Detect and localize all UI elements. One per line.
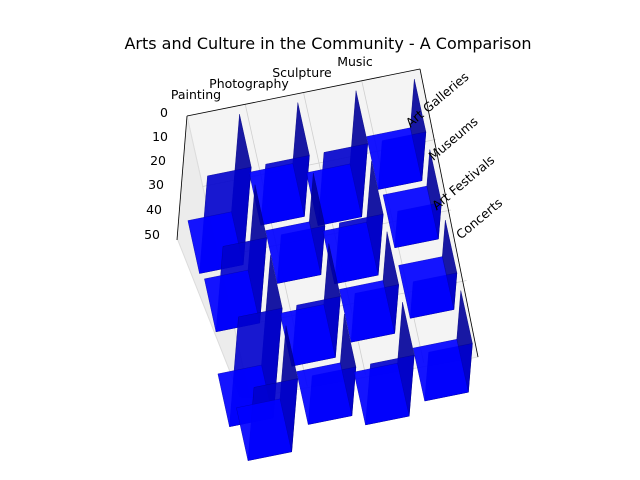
bar-music-museums (382, 149, 442, 249)
bar-sculpture-museums (322, 161, 384, 285)
bar-photography-museums (265, 172, 326, 284)
x-axis-line (186, 68, 421, 117)
y-tick-label-concerts: Concerts (453, 195, 505, 242)
bar-music-concerts (412, 290, 473, 402)
bar-top-face (296, 362, 353, 425)
bar-top-face (265, 221, 322, 284)
bar-top-face (236, 398, 292, 461)
bars-layer (187, 78, 473, 461)
bar-photography-art-galleries (248, 102, 310, 226)
bar-music-art-galleries (366, 78, 427, 190)
z-tick-label-20: 20 (150, 153, 166, 168)
chart-title: Arts and Culture in the Community - A Co… (124, 34, 531, 53)
x-tick-label-sculpture: Sculpture (272, 65, 332, 80)
bar-top-face (353, 362, 410, 426)
bar-top-face (412, 339, 469, 402)
bar-painting-concerts (236, 325, 298, 461)
bar-music-art-festivals (398, 219, 458, 319)
bar-photography-art-festivals (279, 243, 341, 367)
bar-top-face (398, 256, 455, 319)
z-tick-label-30: 30 (148, 177, 164, 192)
bar-top-face (382, 185, 439, 249)
z-tick-label-0: 0 (160, 105, 168, 120)
z-tick-label-10: 10 (152, 129, 168, 144)
z-tick-label-40: 40 (146, 202, 162, 217)
z-axis-line (176, 115, 188, 241)
x-tick-label-photography: Photography (209, 76, 289, 91)
y-axis-line (419, 68, 479, 358)
bar-top-face (366, 127, 423, 190)
bar-sculpture-concerts (353, 302, 415, 426)
z-tick-label-50: 50 (144, 227, 160, 242)
bar-sculpture-art-festivals (339, 231, 399, 343)
x-tick-label-music: Music (337, 54, 373, 69)
x-tick-label-painting: Painting (171, 87, 221, 102)
bar-top-face (339, 280, 395, 343)
bar-photography-concerts (296, 313, 357, 425)
